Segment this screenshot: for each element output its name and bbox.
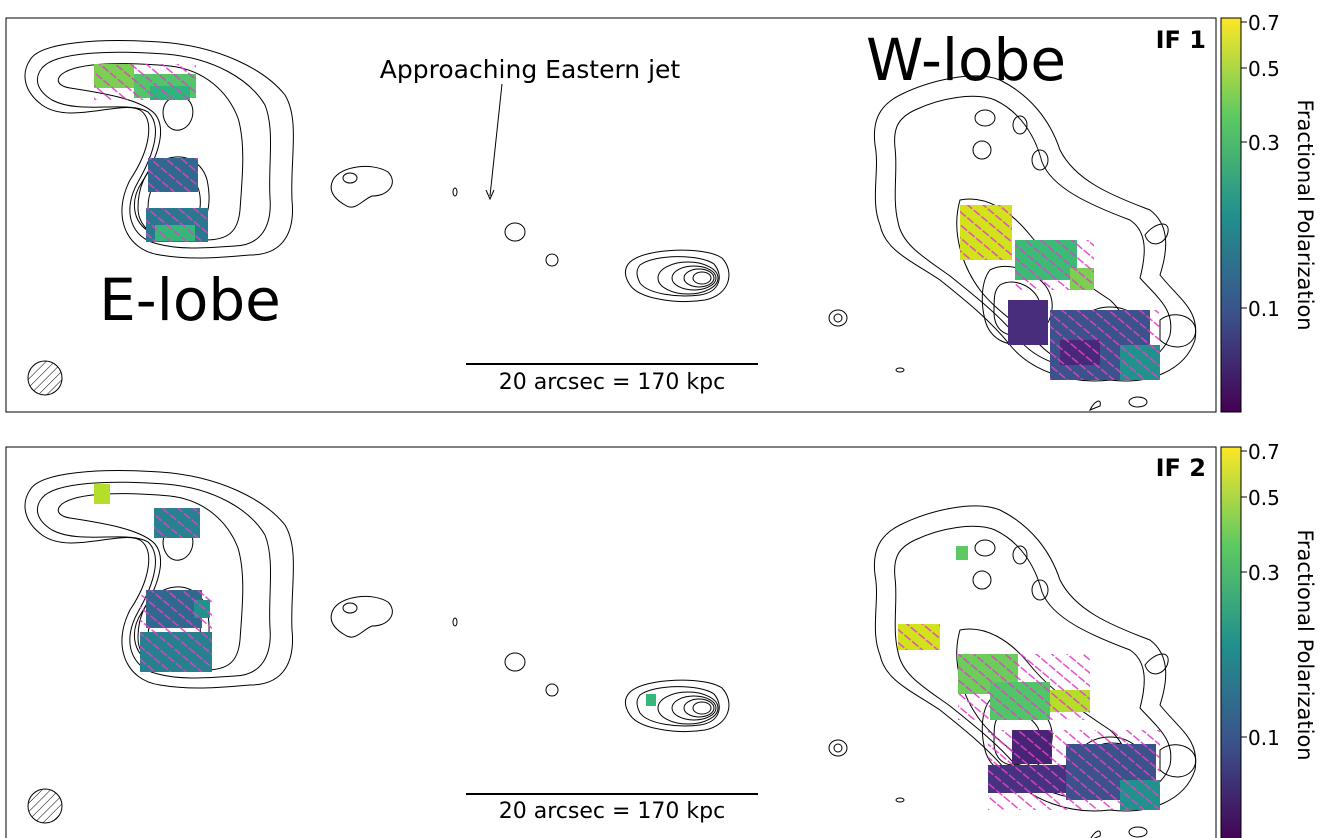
w-lobe-label: W-lobe (866, 26, 1066, 94)
beam-ellipse (27, 360, 63, 396)
colorbar-tick: 0.1 (1248, 297, 1280, 321)
colorbar: 0.7 0.5 0.3 0.1 Fractional Polarization (1220, 440, 1317, 838)
jet-annotation: Approaching Eastern jet (380, 55, 681, 84)
panel-label: IF 1 (1156, 26, 1206, 54)
polarization-map (94, 64, 1160, 380)
colorbar-tick: 0.3 (1248, 131, 1280, 155)
colorbar-label: Fractional Polarization (1293, 529, 1317, 760)
beam-ellipse (27, 788, 63, 824)
jet-arrow (489, 83, 503, 197)
jet-arrowhead (485, 189, 495, 201)
colorbar-label: Fractional Polarization (1293, 99, 1317, 330)
colorbar: 0.7 0.5 0.3 0.1 Fractional Polarization (1220, 11, 1317, 413)
colorbar-tick: 0.1 (1248, 726, 1280, 750)
polarization-map (94, 484, 1160, 810)
colorbar-tick: 0.5 (1248, 486, 1280, 510)
scale-bar-label: 20 arcsec = 170 kpc (499, 799, 725, 824)
colorbar-tick: 0.5 (1248, 57, 1280, 81)
colorbar-tick: 0.7 (1248, 11, 1280, 35)
scale-bar-label: 20 arcsec = 170 kpc (499, 370, 725, 395)
panel-if1: 20 arcsec = 170 kpc E-lobe W-lobe Approa… (5, 11, 1317, 413)
colorbar-tick: 0.7 (1248, 440, 1280, 464)
panel-if2: 20 arcsec = 170 kpc IF 2 0.7 0.5 0.3 0.1… (5, 440, 1317, 838)
colorbar-tick: 0.3 (1248, 561, 1280, 585)
e-lobe-label: E-lobe (99, 266, 281, 334)
panel-label: IF 2 (1156, 454, 1206, 482)
